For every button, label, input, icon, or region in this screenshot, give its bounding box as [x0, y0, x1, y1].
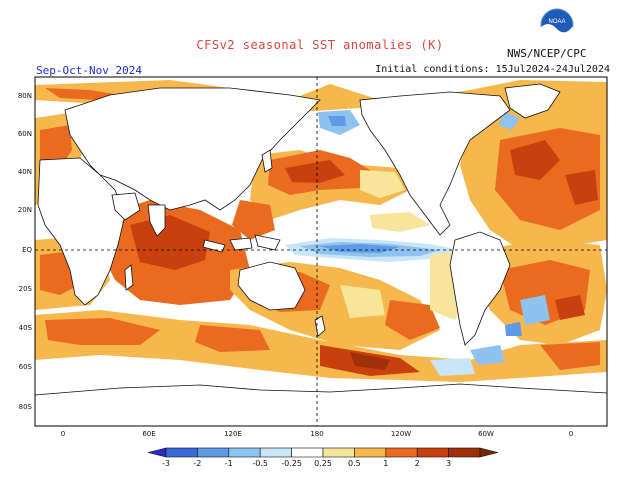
lon-labels: 0 60E 120E 180 120W 60W 0	[61, 430, 573, 438]
initial-conditions-label: Initial conditions: 15Jul2024-24Jul2024	[375, 64, 610, 75]
colorbar-segment	[147, 447, 167, 458]
lon-label: 120E	[224, 430, 242, 438]
lat-labels: 80N 60N 40N 20N EQ 20S 40S 60S 80S	[18, 92, 33, 411]
lat-label: EQ	[22, 246, 32, 254]
colorbar-segment	[165, 447, 198, 458]
chart-title: CFSv2 seasonal SST anomalies (K)	[196, 38, 444, 52]
colorbar-segment	[385, 447, 418, 458]
lat-label: 40S	[19, 324, 33, 332]
season-label: Sep-Oct-Nov 2024	[36, 64, 142, 77]
colorbar-segment	[291, 447, 324, 458]
colorbar-segment	[448, 447, 481, 458]
anomaly-field	[35, 77, 607, 426]
colorbar-segment	[228, 447, 261, 458]
noaa-logo: NOAA	[540, 8, 574, 42]
colorbar-tick-label: -0.5	[252, 459, 268, 468]
lat-label: 40N	[18, 168, 32, 176]
colorbar-tick-label: -1	[225, 459, 233, 468]
lat-label: 20S	[19, 285, 33, 293]
colorbar-tick-label: -0.25	[281, 459, 302, 468]
agency-label: NWS/NCEP/CPC	[507, 47, 587, 60]
lon-label: 60W	[478, 430, 494, 438]
lat-label: 60N	[18, 130, 32, 138]
colorbar-segment	[479, 447, 499, 458]
colorbar-tick-label: 3	[446, 459, 451, 468]
colorbar-tick-label: 0.5	[348, 459, 361, 468]
lat-label: 80S	[19, 403, 33, 411]
colorbar-segment	[354, 447, 387, 458]
continents	[35, 83, 607, 426]
lon-label: 0	[61, 430, 65, 438]
lat-label: 80N	[18, 92, 32, 100]
colorbar-tick-label: -3	[162, 459, 170, 468]
lon-label: 120W	[391, 430, 411, 438]
colorbar-tick-label: -2	[193, 459, 201, 468]
colorbar: -3 -2 -1 -0.5 -0.25 0.25 0.5 1 2 3	[147, 447, 499, 468]
lon-label: 180	[310, 430, 323, 438]
lat-label: 20N	[18, 206, 32, 214]
colorbar-tick-label: 1	[383, 459, 388, 468]
lon-label: 0	[569, 430, 573, 438]
colorbar-segment	[322, 447, 355, 458]
colorbar-tick-label: 0.25	[314, 459, 332, 468]
colorbar-segment	[259, 447, 292, 458]
logo-text: NOAA	[548, 19, 565, 25]
colorbar-segment	[197, 447, 230, 458]
colorbar-tick-label: 2	[415, 459, 420, 468]
lon-label: 60E	[142, 430, 155, 438]
colorbar-segment	[416, 447, 449, 458]
lat-label: 60S	[19, 363, 33, 371]
map-frame	[34, 76, 608, 427]
